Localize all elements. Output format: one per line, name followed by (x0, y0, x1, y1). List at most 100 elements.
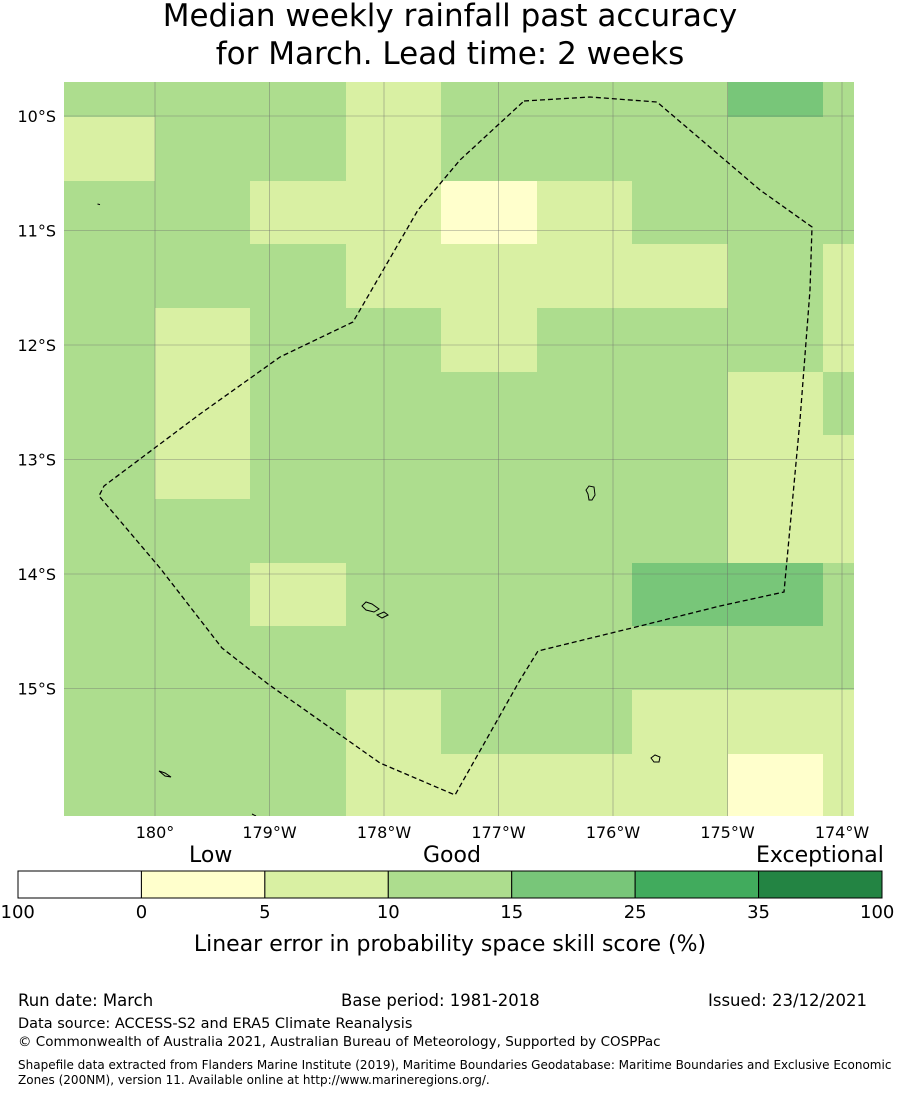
grid-cell (346, 372, 442, 436)
data-source: Data source: ACCESS-S2 and ERA5 Climate … (18, 1016, 413, 1032)
colorbar (17, 870, 883, 899)
longitude-label: 177°W (471, 823, 526, 842)
grid-cell (155, 499, 251, 564)
grid-cell (64, 499, 156, 564)
grid-cell (632, 499, 729, 564)
grid-cell (632, 563, 729, 627)
grid-cell (346, 690, 442, 755)
grid-cell (250, 626, 347, 691)
grid-cell (155, 563, 251, 627)
grid-cell (823, 626, 854, 691)
longitude-label: 175°W (700, 823, 755, 842)
grid-cell (155, 626, 251, 691)
shapefile-credit: Shapefile data extracted from Flanders M… (18, 1058, 892, 1087)
grid-cell (64, 435, 156, 500)
grid-cell (441, 308, 538, 373)
grid-cell (346, 244, 442, 309)
grid-cell (64, 308, 156, 373)
category-good: Good (423, 843, 481, 868)
grid-cell (155, 690, 251, 755)
colorbar-segment (17, 870, 142, 899)
grid-cell (537, 499, 633, 564)
grid-cell (728, 308, 824, 373)
grid-cell (823, 82, 854, 118)
grid-cell (632, 626, 729, 691)
grid-cell (346, 499, 442, 564)
longitude-label: 174°W (815, 823, 870, 842)
grid-cell (537, 308, 633, 373)
map-plot-area (64, 82, 854, 816)
grid-cell (537, 435, 633, 500)
map-figure: 10°S11°S12°S13°S14°S15°S 180° 179°W 178°W 1… (17, 82, 883, 899)
grid-cell (728, 372, 824, 436)
grid-cell (823, 499, 854, 564)
grid-cell (537, 117, 633, 182)
colorbar-tick-label: 35 (747, 902, 771, 923)
grid-cell (728, 499, 824, 564)
grid-cell (823, 563, 854, 627)
copyright: © Commonwealth of Australia 2021, Austra… (18, 1034, 661, 1050)
island-south-west (158, 770, 172, 778)
grid-cell (155, 244, 251, 309)
grid-cell (632, 244, 729, 309)
island-north (97, 203, 101, 206)
grid-cell (250, 181, 347, 245)
island-south-east (650, 754, 661, 763)
grid-cell (632, 181, 729, 245)
colorbar-tick-label: 15 (500, 902, 524, 923)
grid-cell (537, 626, 633, 691)
islands (97, 203, 661, 816)
issued-date: Issued: 23/12/2021 (708, 991, 868, 1010)
grid-cell (728, 563, 824, 627)
grid-cell (155, 181, 251, 245)
eez-boundary (98, 96, 813, 796)
grid-cell (346, 308, 442, 373)
colorbar-tick-label: 10 (376, 902, 400, 923)
grid-cell (823, 117, 854, 182)
run-date: Run date: March (18, 991, 154, 1010)
grid-cell (632, 372, 729, 436)
colorbar-segment (264, 870, 389, 899)
grid-cell (728, 244, 824, 309)
grid-cell (537, 690, 633, 755)
grid-cell (346, 754, 442, 816)
grid-cell (537, 563, 633, 627)
grid-cell (632, 82, 729, 118)
grid-cell (250, 435, 347, 500)
grid-cell (823, 372, 854, 436)
colorbar-tick-label: 0 (135, 902, 148, 923)
grid-cell (250, 499, 347, 564)
grid-cell (441, 690, 538, 755)
grid-cell (441, 244, 538, 309)
grid-cell (64, 754, 156, 816)
grid-cell (823, 435, 854, 500)
grid-cell (64, 626, 156, 691)
grid-cell (250, 82, 347, 118)
island-west-a (361, 601, 380, 613)
colorbar-tick-label: 5 (259, 902, 271, 923)
grid-cell (441, 435, 538, 500)
grid-cell (346, 82, 442, 118)
grid-cell (632, 435, 729, 500)
colorbar-outline (17, 870, 883, 899)
grid-cell (441, 626, 538, 691)
grid-cell (441, 754, 538, 816)
longitude-label: 179°W (242, 823, 297, 842)
colorbar-segment (511, 870, 636, 899)
longitude-labels: 180° 179°W 178°W 177°W 176°W 175°W 174°W (136, 823, 870, 842)
grid-cell (728, 181, 824, 245)
grid-cell (632, 690, 729, 755)
colorbar-tick-label: 25 (623, 902, 647, 923)
grid-cell (64, 563, 156, 627)
grid-cell (64, 117, 156, 182)
latitude-label: 15°S (17, 680, 56, 699)
grid-cell (155, 372, 251, 436)
grid-cell (250, 563, 347, 627)
grid-cell (537, 181, 633, 245)
latitude-label: 14°S (17, 565, 56, 584)
grid-cell (537, 754, 633, 816)
grid-cell (632, 754, 729, 816)
colorbar-segment (634, 870, 760, 899)
grid-cell (64, 372, 156, 436)
grid-cell (346, 626, 442, 691)
